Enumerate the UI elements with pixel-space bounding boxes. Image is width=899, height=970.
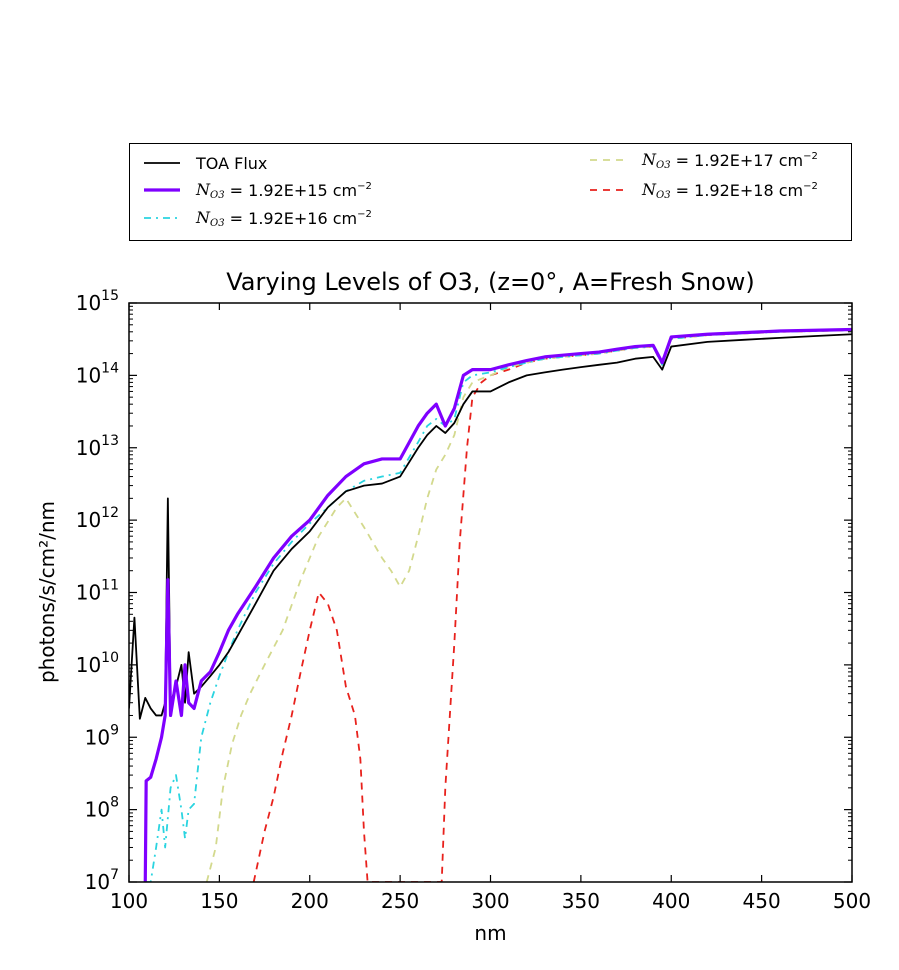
x-tick-label: 450 xyxy=(743,889,781,913)
series-layer xyxy=(129,327,852,882)
plot-frame xyxy=(128,302,853,883)
legend-label-o3-1e17: = 1.92E+17 cm−2 xyxy=(670,150,818,170)
legend-entry-o3-1e16: NO3 = 1.92E+16 cm−2 xyxy=(142,207,372,229)
y-tick-label: 109 xyxy=(85,722,119,749)
legend-swatch-o3-1e15 xyxy=(144,188,180,192)
series-line-2 xyxy=(145,329,852,882)
series-line-1 xyxy=(143,327,852,882)
legend-entry-o3-1e15: NO3 = 1.92E+15 cm−2 xyxy=(142,179,372,201)
y-tick-label: 1012 xyxy=(76,505,119,532)
x-tick-label: 250 xyxy=(381,889,419,913)
legend-math-symbol: NO3 xyxy=(196,207,225,229)
x-axis-label: nm xyxy=(474,921,506,945)
y-tick-label: 1013 xyxy=(76,433,119,460)
legend-entry-o3-1e17: NO3 = 1.92E+17 cm−2 xyxy=(588,149,818,171)
tick-layer: 100 150 200 250 300 350 400 450 500 107 108 109 1010… xyxy=(76,288,871,913)
x-tick-label: 350 xyxy=(562,889,600,913)
legend-swatch-o3-1e16 xyxy=(144,217,180,219)
series-line-3 xyxy=(205,329,852,882)
x-tick-label: 500 xyxy=(833,889,871,913)
y-tick-label: 1014 xyxy=(76,360,119,387)
chart-title: Varying Levels of O3, (z=0°, A=Fresh Sno… xyxy=(226,268,755,296)
legend-swatch-o3-1e18 xyxy=(590,189,626,191)
legend-swatch-toa-flux xyxy=(144,162,180,164)
legend-math-symbol: NO3 xyxy=(642,179,671,201)
legend-label-toa-flux: TOA Flux xyxy=(196,153,268,173)
legend-math-symbol: NO3 xyxy=(196,179,225,201)
legend-entry-o3-1e18: NO3 = 1.92E+18 cm−2 xyxy=(588,179,818,201)
x-tick-label: 200 xyxy=(291,889,329,913)
y-tick-label: 1011 xyxy=(76,578,119,605)
y-tick-label: 108 xyxy=(85,795,119,822)
y-tick-label: 107 xyxy=(85,867,119,894)
x-tick-label: 400 xyxy=(652,889,690,913)
legend-swatch-o3-1e17 xyxy=(590,159,626,161)
x-tick-label: 150 xyxy=(200,889,238,913)
x-tick-label: 100 xyxy=(110,889,148,913)
series-line-0 xyxy=(129,333,852,720)
y-tick-label: 1010 xyxy=(76,650,119,677)
legend-label-o3-1e18: = 1.92E+18 cm−2 xyxy=(670,180,818,200)
legend-label-o3-1e15: = 1.92E+15 cm−2 xyxy=(224,180,372,200)
x-tick-label: 300 xyxy=(471,889,509,913)
legend-entry-toa-flux: TOA Flux xyxy=(142,152,267,174)
y-axis-label: photons/s/cm²/nm xyxy=(35,501,59,683)
series-line-4 xyxy=(252,329,852,882)
legend-math-symbol: NO3 xyxy=(642,149,671,171)
legend-label-o3-1e16: = 1.92E+16 cm−2 xyxy=(224,208,372,228)
legend: TOA Flux NO3 = 1.92E+15 cm−2 NO3 = 1.92E… xyxy=(129,143,852,241)
y-tick-label: 1015 xyxy=(76,288,119,315)
